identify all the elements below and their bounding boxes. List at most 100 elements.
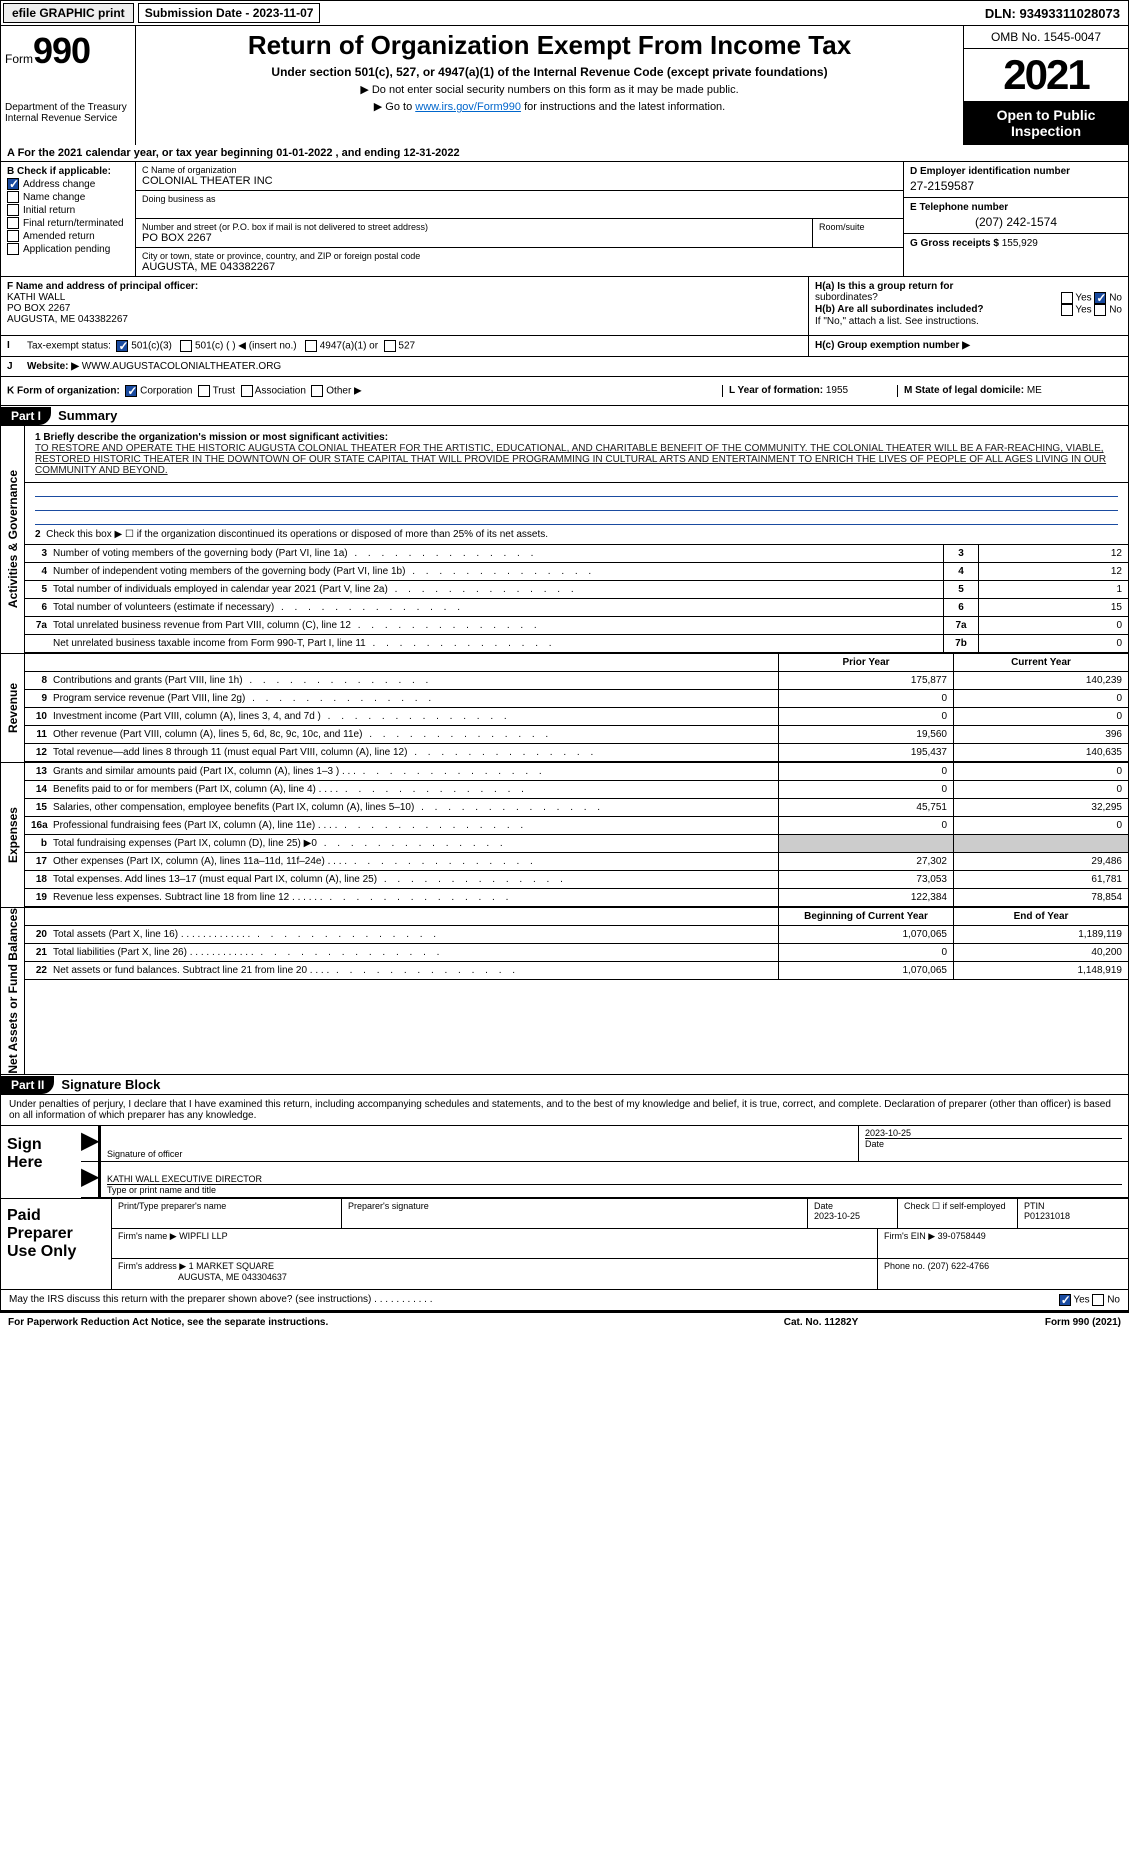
side-governance: Activities & Governance bbox=[1, 426, 25, 653]
form-number: 990 bbox=[33, 30, 90, 71]
checkbox-item[interactable]: Initial return bbox=[7, 204, 129, 216]
tax-year: 2021 bbox=[964, 49, 1128, 101]
org-name: COLONIAL THEATER INC bbox=[142, 175, 897, 187]
data-row: 8Contributions and grants (Part VIII, li… bbox=[25, 672, 1128, 690]
ptin-value: P01231018 bbox=[1024, 1211, 1070, 1221]
data-row: 19Revenue less expenses. Subtract line 1… bbox=[25, 889, 1128, 907]
checkbox-item[interactable]: Final return/terminated bbox=[7, 217, 129, 229]
sig-officer-label: Signature of officer bbox=[107, 1149, 852, 1159]
org-name-label: C Name of organization bbox=[142, 165, 897, 175]
tel-label: E Telephone number bbox=[910, 202, 1122, 213]
form-note-2: ▶ Go to www.irs.gov/Form990 for instruct… bbox=[144, 100, 955, 113]
data-row: 20Total assets (Part X, line 16) . . . .… bbox=[25, 926, 1128, 944]
prep-name-label: Print/Type preparer's name bbox=[112, 1199, 342, 1228]
part-i-header: Part I bbox=[1, 407, 51, 425]
prep-sig-label: Preparer's signature bbox=[342, 1199, 808, 1228]
side-net-assets: Net Assets or Fund Balances bbox=[1, 908, 25, 1074]
firm-phone: (207) 622-4766 bbox=[928, 1261, 990, 1271]
governance-row: 6Total number of volunteers (estimate if… bbox=[25, 599, 1128, 617]
hdr-begin-year: Beginning of Current Year bbox=[778, 908, 953, 925]
addr-label: Number and street (or P.O. box if mail i… bbox=[142, 222, 806, 232]
side-expenses: Expenses bbox=[1, 763, 25, 907]
form-subtitle: Under section 501(c), 527, or 4947(a)(1)… bbox=[144, 65, 955, 79]
city-value: AUGUSTA, ME 043382267 bbox=[142, 261, 897, 273]
declaration-text: Under penalties of perjury, I declare th… bbox=[1, 1095, 1128, 1125]
dba-label: Doing business as bbox=[142, 194, 897, 204]
governance-row: Net unrelated business taxable income fr… bbox=[25, 635, 1128, 653]
checkbox-item[interactable]: Amended return bbox=[7, 230, 129, 242]
data-row: 9Program service revenue (Part VIII, lin… bbox=[25, 690, 1128, 708]
tel-value: (207) 242-1574 bbox=[910, 215, 1122, 229]
hb-note: If "No," attach a list. See instructions… bbox=[815, 316, 1122, 327]
line-2-text: Check this box ▶ ☐ if the organization d… bbox=[46, 529, 548, 540]
part-ii-title: Signature Block bbox=[57, 1075, 164, 1094]
data-row: 22Net assets or fund balances. Subtract … bbox=[25, 962, 1128, 980]
form-note-1: ▶ Do not enter social security numbers o… bbox=[144, 83, 955, 96]
dept-label: Department of the Treasury bbox=[5, 102, 131, 113]
self-employed-check: Check ☐ if self-employed bbox=[898, 1199, 1018, 1228]
submission-date: Submission Date - 2023-11-07 bbox=[138, 3, 321, 23]
row-j-label: J bbox=[1, 357, 21, 376]
gross-label: G Gross receipts $ bbox=[910, 238, 999, 249]
city-label: City or town, state or province, country… bbox=[142, 251, 897, 261]
data-row: 13Grants and similar amounts paid (Part … bbox=[25, 763, 1128, 781]
data-row: 11Other revenue (Part VIII, column (A), … bbox=[25, 726, 1128, 744]
website-url: WWW.AUGUSTACOLONIALTHEATER.ORG bbox=[82, 361, 281, 372]
gross-value: 155,929 bbox=[1002, 238, 1038, 249]
row-i-label: I bbox=[1, 336, 21, 356]
officer-name-title: KATHI WALL EXECUTIVE DIRECTOR bbox=[107, 1174, 1122, 1185]
efile-print-button[interactable]: efile GRAPHIC print bbox=[3, 3, 134, 23]
officer-name: KATHI WALL bbox=[7, 292, 802, 303]
col-b-header: B Check if applicable: bbox=[7, 166, 129, 177]
governance-row: 3Number of voting members of the governi… bbox=[25, 545, 1128, 563]
addr-value: PO BOX 2267 bbox=[142, 232, 806, 244]
data-row: bTotal fundraising expenses (Part IX, co… bbox=[25, 835, 1128, 853]
omb-number: OMB No. 1545-0047 bbox=[964, 26, 1128, 49]
part-i-title: Summary bbox=[54, 406, 121, 425]
arrow-icon: ▶ bbox=[81, 1162, 101, 1197]
officer-addr: PO BOX 2267 bbox=[7, 303, 802, 314]
form-word: Form bbox=[5, 52, 33, 66]
name-title-label: Type or print name and title bbox=[107, 1185, 1122, 1195]
mission-text: TO RESTORE AND OPERATE THE HISTORIC AUGU… bbox=[35, 443, 1106, 476]
officer-label: F Name and address of principal officer: bbox=[7, 281, 802, 292]
arrow-icon: ▶ bbox=[81, 1126, 101, 1161]
checkbox-item[interactable]: Name change bbox=[7, 191, 129, 203]
data-row: 12Total revenue—add lines 8 through 11 (… bbox=[25, 744, 1128, 762]
officer-city: AUGUSTA, ME 043382267 bbox=[7, 314, 802, 325]
governance-row: 4Number of independent voting members of… bbox=[25, 563, 1128, 581]
data-row: 17Other expenses (Part IX, column (A), l… bbox=[25, 853, 1128, 871]
hdr-current-year: Current Year bbox=[953, 654, 1128, 671]
data-row: 21Total liabilities (Part X, line 26) . … bbox=[25, 944, 1128, 962]
form-title: Return of Organization Exempt From Incom… bbox=[144, 30, 955, 61]
data-row: 18Total expenses. Add lines 13–17 (must … bbox=[25, 871, 1128, 889]
paid-preparer-label: Paid Preparer Use Only bbox=[1, 1199, 111, 1289]
governance-row: 7aTotal unrelated business revenue from … bbox=[25, 617, 1128, 635]
ein-value: 27-2159587 bbox=[910, 179, 1122, 193]
governance-row: 5Total number of individuals employed in… bbox=[25, 581, 1128, 599]
checkbox-item[interactable]: Application pending bbox=[7, 243, 129, 255]
firm-ein: 39-0758449 bbox=[938, 1231, 986, 1241]
data-row: 10Investment income (Part VIII, column (… bbox=[25, 708, 1128, 726]
row-a-tax-year: A For the 2021 calendar year, or tax yea… bbox=[0, 145, 1129, 162]
hdr-prior-year: Prior Year bbox=[778, 654, 953, 671]
footer-left: For Paperwork Reduction Act Notice, see … bbox=[8, 1317, 721, 1328]
checkbox-item[interactable]: Address change bbox=[7, 178, 129, 190]
data-row: 16aProfessional fundraising fees (Part I… bbox=[25, 817, 1128, 835]
footer-right: Form 990 (2021) bbox=[921, 1317, 1121, 1328]
dln-number: DLN: 93493311028073 bbox=[977, 2, 1128, 25]
side-revenue: Revenue bbox=[1, 654, 25, 762]
sig-date: 2023-10-25 bbox=[865, 1128, 1122, 1139]
form-header: Form990 Department of the Treasury Inter… bbox=[0, 26, 1129, 145]
firm-name: WIPFLI LLP bbox=[179, 1231, 228, 1241]
room-label: Room/suite bbox=[819, 222, 897, 232]
firm-addr-1: 1 MARKET SQUARE bbox=[189, 1261, 274, 1271]
discuss-text: May the IRS discuss this return with the… bbox=[9, 1294, 1059, 1306]
footer-mid: Cat. No. 11282Y bbox=[721, 1317, 921, 1328]
firm-addr-2: AUGUSTA, ME 043304637 bbox=[178, 1272, 287, 1282]
ein-label: D Employer identification number bbox=[910, 166, 1122, 177]
open-to-public: Open to Public Inspection bbox=[964, 101, 1128, 145]
part-ii-header: Part II bbox=[1, 1076, 54, 1094]
irs-link[interactable]: www.irs.gov/Form990 bbox=[415, 101, 521, 113]
hdr-end-year: End of Year bbox=[953, 908, 1128, 925]
